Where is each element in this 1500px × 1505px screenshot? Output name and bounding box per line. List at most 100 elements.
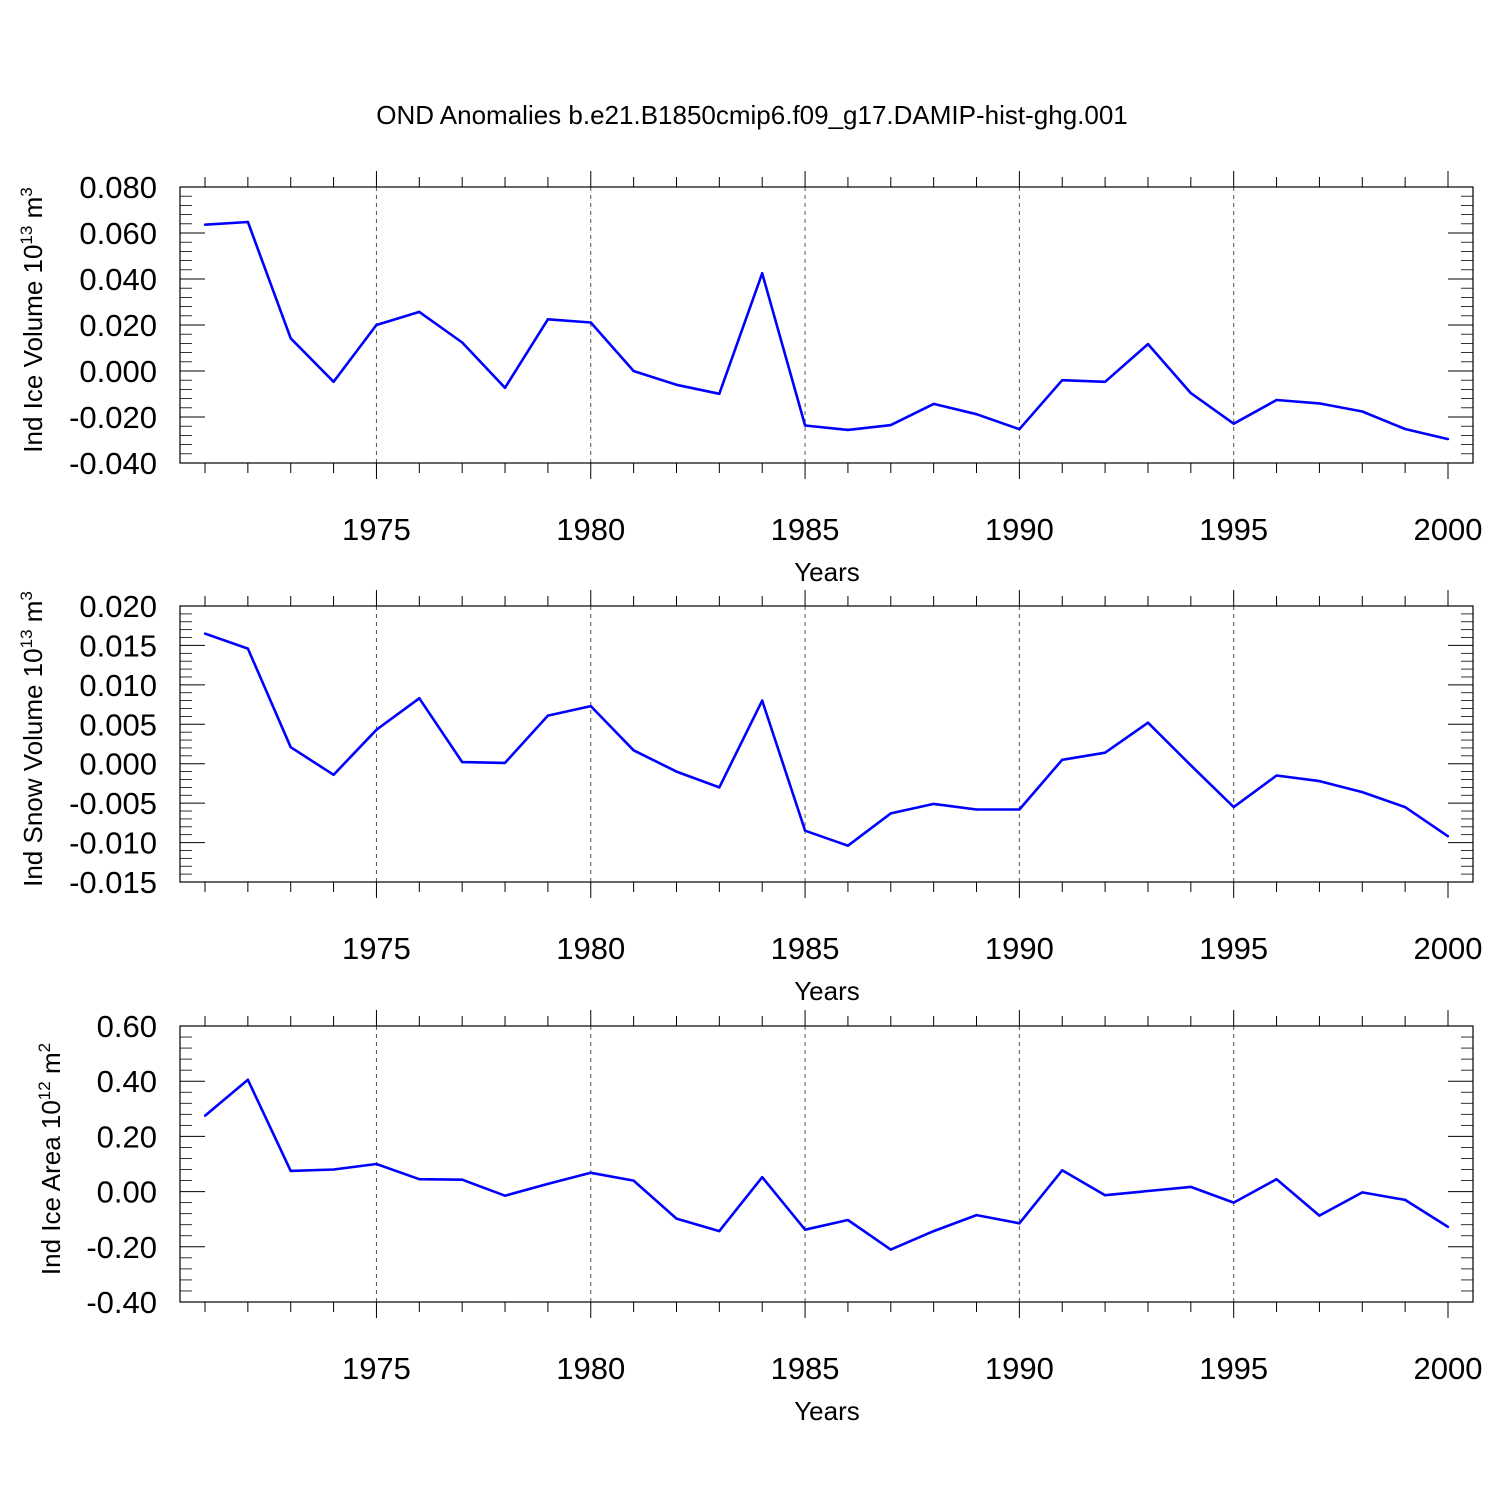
- data-point: [246, 647, 250, 650]
- y-axis-label: Ind Ice Volume 1013 m3: [17, 187, 48, 452]
- x-tick-label: 1990: [985, 1351, 1054, 1386]
- data-point: [1275, 774, 1278, 777]
- data-point: [889, 423, 892, 427]
- y-axis-label: Ind Ice Area 1012 m2: [35, 1043, 66, 1275]
- data-point: [203, 632, 207, 635]
- data-point: [1403, 805, 1407, 809]
- data-point: [803, 829, 807, 832]
- y-tick-label: 0.40: [97, 1064, 157, 1099]
- x-tick-label: 2000: [1414, 1351, 1483, 1386]
- y-tick-label: 0.000: [79, 354, 157, 389]
- data-point: [761, 1176, 764, 1179]
- chart-title: OND Anomalies b.e21.B1850cmip6.f09_g17.D…: [376, 100, 1128, 130]
- series-line: [204, 220, 1449, 441]
- data-point: [975, 413, 978, 416]
- data-point: [632, 369, 635, 373]
- data-point: [1275, 1177, 1278, 1181]
- data-point: [846, 844, 850, 847]
- x-tick-label: 1975: [342, 931, 411, 966]
- y-tick-label: -0.020: [69, 400, 157, 435]
- data-point: [418, 1177, 421, 1181]
- data-point: [1403, 427, 1407, 431]
- x-tick-label: 1980: [556, 512, 625, 547]
- series-line: [204, 632, 1449, 848]
- y-tick-label: 0.015: [79, 628, 157, 663]
- y-tick-label: 0.020: [79, 589, 157, 624]
- data-point: [975, 808, 978, 811]
- data-point: [203, 223, 207, 226]
- data-point: [503, 1194, 507, 1197]
- x-tick-label: 1985: [771, 931, 840, 966]
- data-point: [1061, 758, 1064, 761]
- x-tick-label: 1975: [342, 512, 411, 547]
- data-point: [718, 1229, 721, 1233]
- data-point: [1318, 779, 1321, 783]
- data-point: [1446, 437, 1450, 441]
- data-point: [418, 310, 421, 314]
- plot-frame: [179, 186, 1474, 464]
- data-point: [1232, 422, 1235, 425]
- series-line: [204, 1078, 1449, 1251]
- data-point: [803, 1228, 807, 1231]
- data-point: [1361, 1191, 1364, 1194]
- data-point: [889, 812, 892, 815]
- data-point: [1189, 1185, 1193, 1189]
- data-point: [375, 728, 378, 732]
- y-tick-label: 0.010: [79, 668, 157, 703]
- plot-frame: [179, 605, 1474, 883]
- data-point: [546, 714, 550, 717]
- x-tick-label: 1990: [985, 931, 1054, 966]
- data-point: [203, 1114, 207, 1117]
- x-tick-label: 2000: [1414, 931, 1483, 966]
- data-point: [1146, 721, 1150, 724]
- plot-frame: [179, 1025, 1474, 1303]
- y-tick-label: 0.20: [97, 1119, 157, 1154]
- data-point: [846, 1218, 850, 1222]
- y-axis-label: Ind Snow Volume 1013 m3: [17, 591, 48, 887]
- y-tick-label: 0.060: [79, 216, 157, 251]
- data-point: [589, 321, 592, 324]
- y-tick-label: -0.015: [69, 865, 157, 900]
- y-tick-label: 0.000: [79, 747, 157, 782]
- data-point: [1318, 402, 1321, 405]
- data-point: [1018, 427, 1021, 431]
- x-tick-label: 1985: [771, 1351, 840, 1386]
- data-point: [332, 380, 335, 384]
- data-point: [675, 1217, 678, 1220]
- y-tick-label: 0.00: [97, 1175, 157, 1210]
- data-point: [1061, 1169, 1064, 1172]
- data-point: [1446, 835, 1450, 838]
- data-point: [932, 1229, 935, 1233]
- data-point: [1189, 764, 1193, 767]
- data-point: [289, 337, 292, 340]
- x-tick-label: 1980: [556, 1351, 625, 1386]
- data-point: [932, 802, 935, 806]
- data-point: [589, 704, 592, 708]
- data-point: [1232, 1201, 1235, 1204]
- data-point: [932, 402, 935, 406]
- y-tick-label: -0.20: [86, 1230, 157, 1265]
- data-point: [846, 428, 850, 432]
- data-point: [503, 761, 507, 765]
- y-tick-label: 0.080: [79, 170, 157, 205]
- x-tick-label: 1985: [771, 512, 840, 547]
- data-point: [418, 697, 421, 700]
- data-point: [1146, 1189, 1150, 1193]
- data-point: [1103, 751, 1107, 754]
- data-point: [1446, 1225, 1450, 1229]
- x-axis-label: Years: [794, 1396, 860, 1426]
- data-point: [1146, 342, 1150, 346]
- data-point: [460, 341, 464, 344]
- x-tick-label: 1995: [1199, 1351, 1268, 1386]
- data-point: [632, 1179, 635, 1182]
- x-tick-label: 2000: [1414, 512, 1483, 547]
- data-point: [246, 220, 250, 224]
- y-tick-label: -0.005: [69, 786, 157, 821]
- data-point: [460, 1178, 464, 1181]
- y-tick-label: 0.040: [79, 262, 157, 297]
- x-tick-label: 1995: [1199, 512, 1268, 547]
- data-point: [1061, 379, 1064, 382]
- data-point: [375, 323, 378, 327]
- data-point: [1275, 398, 1278, 402]
